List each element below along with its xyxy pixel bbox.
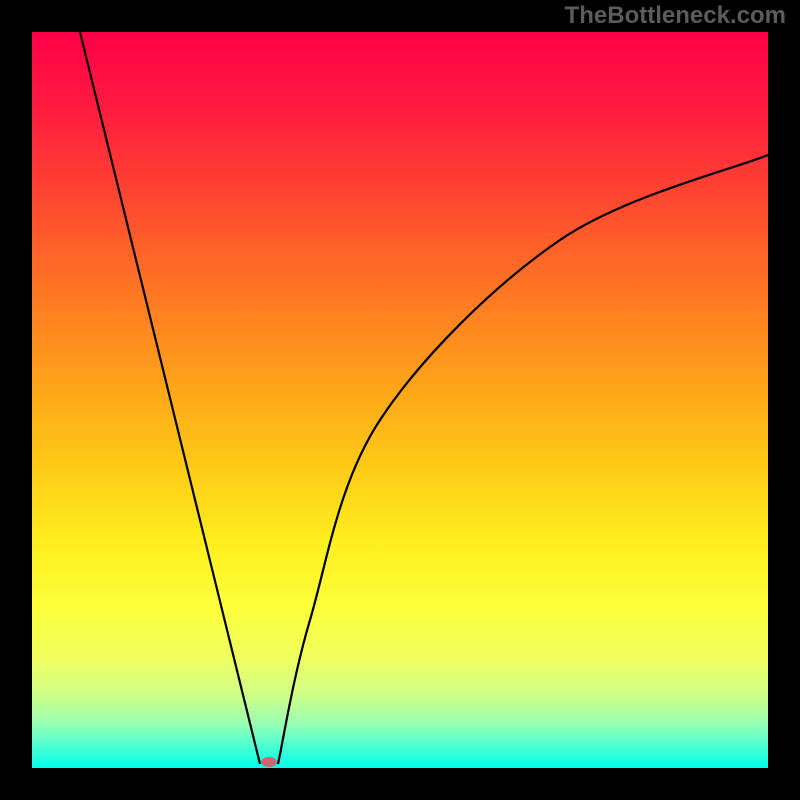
chart-svg: [0, 0, 800, 800]
watermark-text: TheBottleneck.com: [565, 2, 786, 30]
plot-background: [32, 32, 768, 768]
minimum-marker: [261, 757, 277, 767]
bottleneck-curve-chart: TheBottleneck.com: [0, 0, 800, 800]
